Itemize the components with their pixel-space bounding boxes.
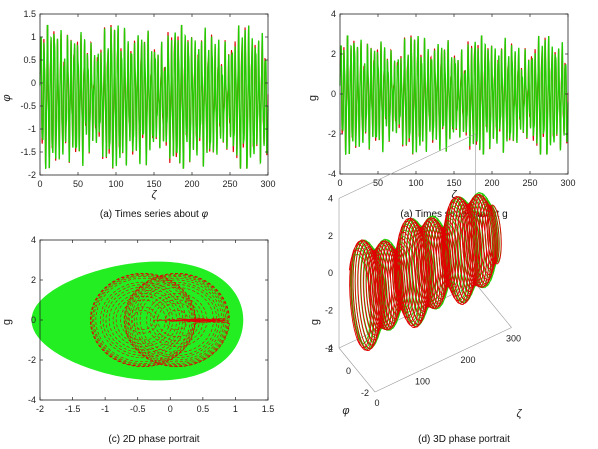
panel-c-series (31, 261, 244, 381)
panel-b-series (339, 35, 569, 155)
panel-d-ztick-label: -2 (325, 306, 333, 316)
panel-d-ylabel: φ (342, 405, 349, 417)
panel-a: 0 50 100 150 200 250 300 -2 -1.5 -1 -0.5 0 0.5 1 1.5 ζ… (1, 9, 276, 220)
panel-a-xtick-label: 50 (73, 179, 83, 189)
panel-a-xtick-label: 200 (184, 179, 199, 189)
panel-c-ytick-label: 4 (31, 235, 36, 245)
panel-a-ytick-label: 1 (31, 32, 36, 42)
panel-a-ylabel: φ (1, 94, 13, 101)
panel-c-region-green (31, 261, 244, 381)
panel-d-series-red (348, 193, 502, 351)
panel-b-xtick-label: 300 (560, 178, 575, 188)
panel-c-ytick-label: 2 (31, 275, 36, 285)
panel-d-box-edge (475, 283, 512, 328)
panel-d-xlabel: ζ (516, 408, 522, 420)
panel-a-ytick-label: -2 (28, 170, 36, 180)
panel-d-box-edge (374, 327, 512, 393)
panel-c-xtick-label: 1.5 (262, 404, 275, 414)
panel-a-ytick-label: 0.5 (23, 55, 36, 65)
panel-b-ytick-label: -2 (328, 129, 336, 139)
panel-c-xtick-label: 0.5 (197, 404, 210, 414)
panel-a-ytick-label: -1.5 (20, 147, 36, 157)
panel-d-box-edge (338, 133, 476, 199)
panel-d-xtick-label: 0 (374, 398, 379, 408)
panel-b-ytick-label: 4 (331, 9, 336, 19)
panel-b-ytick-label: 2 (331, 49, 336, 59)
panel-a-caption: (a) Times series about φ (100, 209, 209, 220)
panel-d-ytick-label: -2 (361, 388, 369, 398)
panel-c-caption: (c) 2D phase portrait (108, 434, 199, 445)
panel-b-xlabel: ζ (451, 189, 457, 201)
panel-b-xtick-label: 50 (373, 178, 383, 188)
panel-b-series-green (339, 35, 569, 155)
panel-b-xtick-label: 150 (446, 178, 461, 188)
panel-d-ytick-label: 2 (328, 344, 333, 354)
panel-a-ytick-label: -0.5 (20, 101, 36, 111)
panel-c-ytick-label: 0 (31, 315, 36, 325)
panel-d-ztick-label: 2 (328, 231, 333, 241)
panel-a-ytick-label: -1 (28, 124, 36, 134)
panel-b-ytick-label: -4 (328, 169, 336, 179)
panel-c-xtick-label: -1.5 (65, 404, 81, 414)
panel-c-ylabel: g (1, 319, 13, 325)
panel-a-series-green (39, 24, 269, 170)
panel-d-zlabel: g (309, 319, 321, 325)
panel-d-xtick-label: 200 (460, 355, 475, 365)
panel-c-xtick-label: 0 (168, 404, 173, 414)
panel-d-ztick-label: 4 (328, 193, 333, 203)
panel-a-ytick-label: 0 (31, 78, 36, 88)
panel-c-xtick-label: -1 (101, 404, 109, 414)
panel-b-xtick-label: 250 (522, 178, 537, 188)
panel-b-xtick-label: 200 (484, 178, 499, 188)
panel-a-series (39, 24, 269, 170)
panel-d-ztick-label: 0 (328, 268, 333, 278)
panel-b-ticks: 0 50 100 150 200 250 300 -4 -2 0 2 4 (328, 9, 576, 188)
panel-d-caption: (d) 3D phase portrait (418, 434, 510, 445)
panel-d-ytick-label: 0 (346, 366, 351, 376)
panel-d-box-edge (338, 347, 376, 393)
panel-a-caption-text: (a) Times series about (100, 209, 199, 220)
panel-c-series-red (89, 272, 230, 368)
panel-a-xtick-label: 300 (260, 179, 275, 189)
panel-b-xtick-label: 100 (408, 178, 423, 188)
panel-c-ytick-label: -2 (28, 355, 36, 365)
panel-c-xtick-label: -0.5 (130, 404, 146, 414)
panel-a-xtick-label: 150 (146, 179, 161, 189)
panel-b-ytick-label: 0 (331, 89, 336, 99)
panel-d-xtick-label: 300 (506, 334, 521, 344)
panel-d-ztick-label: -4 (325, 343, 333, 353)
panel-a-ticks: 0 50 100 150 200 250 300 -2 -1.5 -1 -0.5 0 0.5 1 1.5 (20, 9, 275, 189)
panel-a-xtick-label: 0 (37, 179, 42, 189)
panel-c-xtick-label: -2 (36, 404, 44, 414)
panel-a-xlabel: ζ (151, 189, 157, 201)
panel-a-ytick-label: 1.5 (23, 9, 36, 19)
panel-b-ylabel: g (307, 95, 319, 101)
panel-a-caption-symbol: φ (202, 209, 209, 220)
panel-b-xtick-label: 0 (337, 178, 342, 188)
panel-c-ytick-label: -4 (28, 395, 36, 405)
panel-d-xtick-label: 100 (415, 377, 430, 387)
panel-d-series (348, 192, 502, 351)
panel-a-xtick-label: 250 (222, 179, 237, 189)
panel-c-xtick-label: 1 (233, 404, 238, 414)
panel-a-xtick-label: 100 (108, 179, 123, 189)
